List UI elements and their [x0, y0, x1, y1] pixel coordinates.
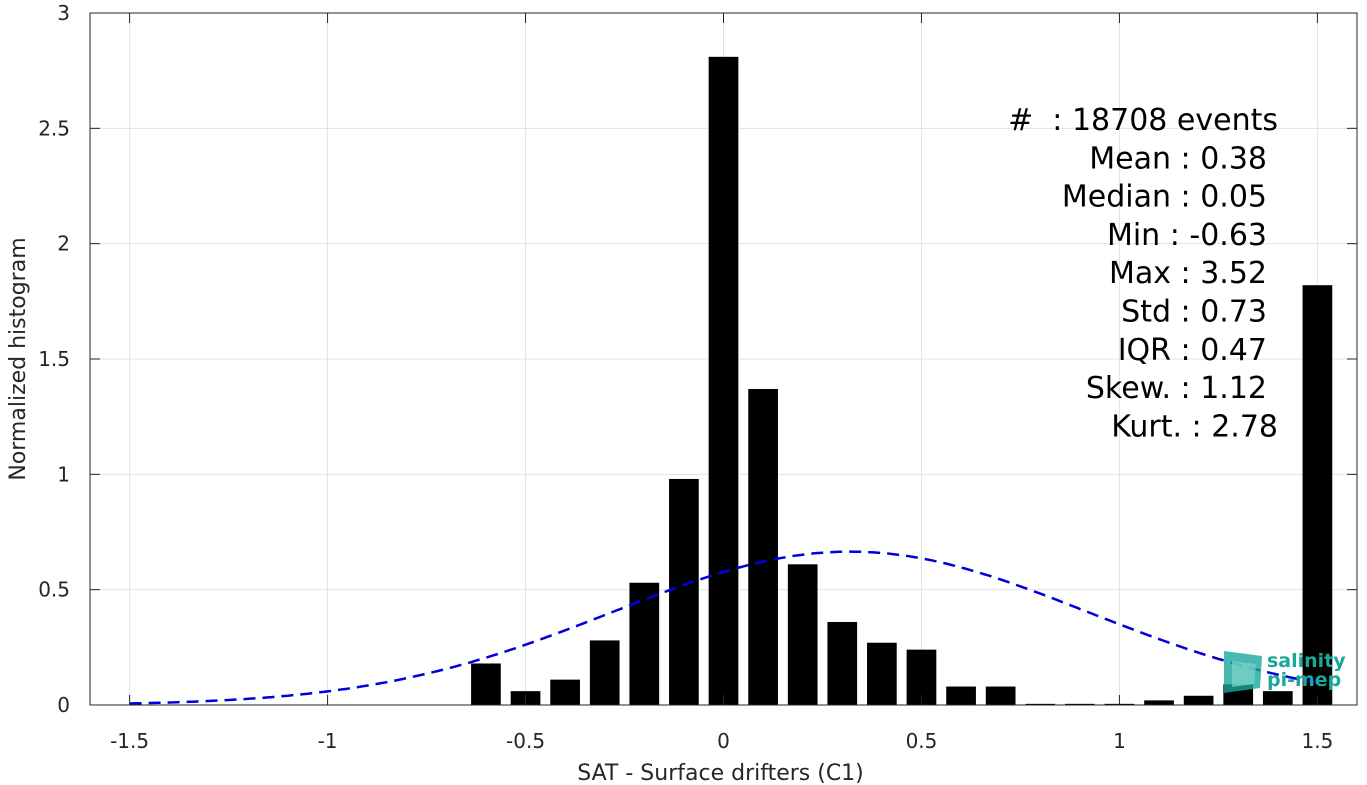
stat-line: Median : 0.05	[1062, 180, 1267, 215]
histogram-bar	[748, 388, 778, 705]
y-tick-label: 2	[57, 232, 70, 256]
stat-line: Min : -0.63	[1107, 218, 1267, 253]
histogram-bar	[827, 621, 858, 705]
histogram-bar	[1183, 695, 1214, 705]
stat-line: Std : 0.73	[1121, 295, 1267, 330]
stat-line: Max : 3.52	[1109, 256, 1267, 291]
histogram-bar	[1302, 285, 1333, 705]
x-tick-label: 0.5	[906, 729, 938, 753]
salinity-pimep-logo: salinity pi-mep	[1224, 650, 1346, 693]
histogram-bar	[1262, 691, 1293, 705]
y-tick-label: 3	[57, 1, 70, 25]
stat-line: # : 18708 events	[1008, 103, 1278, 138]
histogram-bar	[589, 640, 620, 705]
histogram-bar	[669, 478, 699, 705]
histogram-bar	[787, 564, 818, 705]
stat-line: Kurt. : 2.78	[1111, 409, 1278, 444]
stat-line: IQR : 0.47	[1118, 333, 1267, 368]
histogram-bar	[946, 686, 976, 705]
y-tick-label: 1	[57, 462, 70, 486]
y-tick-label: 0.5	[38, 578, 70, 602]
histogram-bar	[550, 679, 580, 705]
y-tick-labels: 0 0.5 1 1.5 2 2.5 3	[38, 1, 70, 717]
x-tick-label: 1.5	[1302, 729, 1334, 753]
logo-text-pimep: pi-mep	[1267, 669, 1341, 691]
histogram-bar	[1144, 700, 1174, 705]
stat-line: Mean : 0.38	[1089, 141, 1267, 176]
y-tick-label: 2.5	[38, 116, 70, 140]
stat-line: Skew. : 1.12	[1086, 371, 1267, 406]
x-tick-label: -0.5	[506, 729, 545, 753]
histogram-bar	[629, 582, 660, 705]
y-tick-label: 0	[57, 693, 70, 717]
histogram-bar	[1025, 703, 1056, 705]
histogram-bar	[985, 686, 1016, 705]
x-axis-label: SAT - Surface drifters (C1)	[577, 761, 864, 785]
x-tick-label: 1	[1113, 729, 1126, 753]
normal-fit-curve	[129, 550, 1318, 705]
x-tick-label: -1	[318, 729, 338, 753]
y-axis-label: Normalized histogram	[6, 237, 31, 480]
histogram-bar	[1064, 703, 1095, 705]
logo-icon-shade	[1232, 661, 1256, 687]
axis-ticks	[90, 12, 1357, 706]
histogram-bar	[867, 642, 897, 705]
y-tick-label: 1.5	[38, 347, 70, 371]
x-tick-label: 0	[717, 729, 730, 753]
x-tick-label: -1.5	[110, 729, 149, 753]
histogram-bars	[471, 56, 1333, 706]
x-tick-labels: -1.5 -1 -0.5 0 0.5 1 1.5	[110, 729, 1333, 753]
histogram-bar	[708, 56, 739, 706]
logo-text-salinity: salinity	[1267, 650, 1346, 672]
histogram-bar	[471, 663, 501, 705]
